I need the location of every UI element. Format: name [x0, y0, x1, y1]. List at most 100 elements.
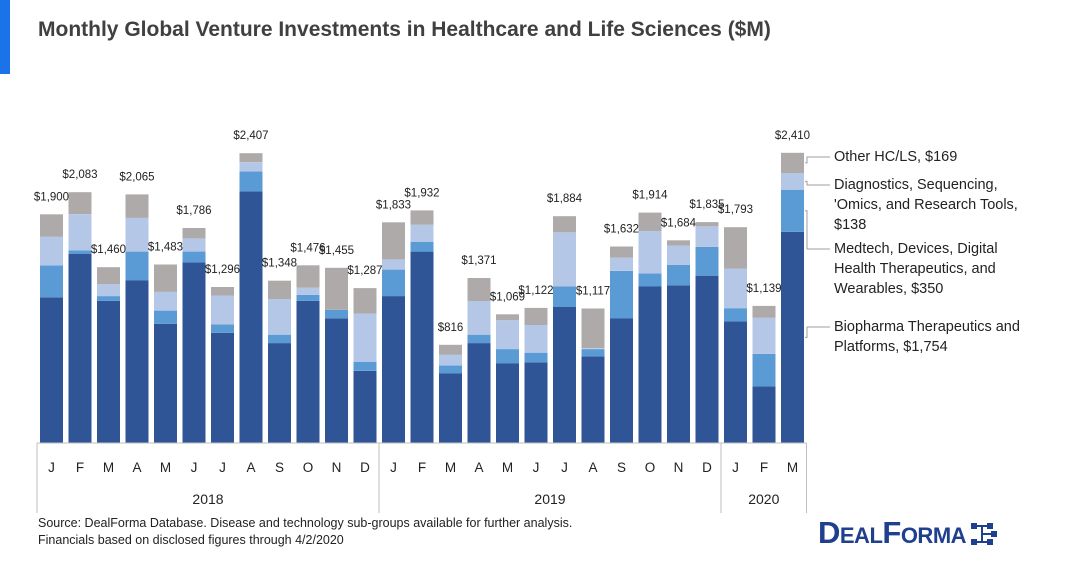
bar-2-7 — [211, 324, 234, 333]
bar-2-27 — [781, 189, 804, 232]
month-label-9: S — [275, 460, 284, 475]
bar-3-26 — [752, 317, 776, 354]
month-label-14: F — [418, 460, 426, 475]
total-label-22: $1,914 — [632, 190, 668, 202]
month-label-17: M — [502, 460, 513, 475]
bar-1-25 — [724, 321, 747, 443]
bar-1-10 — [296, 300, 320, 443]
total-label-21: $1,632 — [604, 224, 639, 236]
bar-1-27 — [781, 231, 804, 443]
legend-label-3-line-1: Medtech, Devices, Digital — [834, 241, 998, 257]
bar-4-9 — [268, 280, 291, 300]
legend-label-3-line-2: Health Therapeutics, and — [834, 261, 996, 277]
bar-1-23 — [667, 285, 690, 443]
bar-2-17 — [496, 349, 519, 364]
bar-4-5 — [154, 264, 177, 292]
bar-4-26 — [752, 305, 776, 318]
total-label-1: $1,900 — [34, 191, 69, 203]
chart-title: Monthly Global Venture Investments in He… — [38, 18, 771, 41]
bar-1-18 — [524, 362, 548, 443]
bar-2-10 — [296, 294, 320, 301]
month-label-2: F — [76, 460, 84, 475]
total-label-7: $1,296 — [205, 264, 240, 276]
bar-4-25 — [724, 227, 747, 269]
bar-1-1 — [40, 297, 63, 443]
bar-4-18 — [524, 307, 548, 325]
dealforma-logo: DealForma — [818, 515, 998, 551]
month-label-25: J — [732, 460, 739, 475]
bar-1-2 — [68, 254, 92, 443]
bar-4-8 — [239, 153, 263, 163]
bar-2-18 — [524, 352, 548, 363]
bar-1-26 — [752, 386, 776, 443]
bar-3-18 — [524, 325, 548, 353]
total-label-15: $816 — [438, 322, 464, 334]
bar-3-14 — [410, 224, 434, 242]
bar-3-7 — [211, 295, 234, 325]
bar-3-13 — [382, 259, 405, 270]
total-label-3: $1,460 — [91, 244, 126, 256]
bar-4-7 — [211, 287, 234, 296]
bar-1-14 — [410, 251, 434, 443]
total-label-8: $2,407 — [233, 130, 268, 142]
bar-2-11 — [325, 310, 348, 319]
bar-3-9 — [268, 299, 291, 335]
month-label-7: J — [219, 460, 226, 475]
bar-3-27 — [781, 173, 804, 190]
total-label-18: $1,122 — [518, 285, 553, 297]
bar-3-17 — [496, 320, 519, 350]
month-label-8: A — [246, 460, 255, 475]
bar-4-19 — [553, 216, 576, 233]
month-label-11: N — [332, 460, 342, 475]
bar-1-12 — [353, 370, 377, 443]
bar-1-13 — [382, 296, 405, 443]
bar-4-14 — [410, 210, 434, 225]
legend-label-3-line-3: Wearables, $350 — [834, 281, 943, 297]
total-label-23: $1,684 — [661, 217, 697, 229]
bar-2-6 — [182, 251, 206, 263]
month-label-15: M — [445, 460, 456, 475]
month-label-18: J — [533, 460, 540, 475]
bar-4-4 — [125, 194, 149, 218]
month-label-6: J — [191, 460, 198, 475]
bar-4-16 — [467, 278, 491, 301]
bar-4-12 — [353, 288, 377, 314]
bar-4-6 — [182, 228, 206, 239]
bar-3-5 — [154, 291, 177, 311]
bar-1-8 — [239, 191, 263, 443]
month-label-19: J — [561, 460, 568, 475]
bar-3-8 — [239, 162, 263, 172]
bar-1-17 — [496, 363, 519, 443]
total-label-9: $1,348 — [262, 258, 297, 270]
bar-3-12 — [353, 313, 377, 362]
bar-3-25 — [724, 268, 747, 309]
legend-callout-2 — [805, 180, 830, 186]
bar-3-1 — [40, 236, 63, 266]
total-label-24: $1,835 — [689, 199, 724, 211]
bar-4-13 — [382, 222, 405, 260]
total-label-10: $1,476 — [290, 242, 325, 254]
bar-1-11 — [325, 318, 348, 443]
month-label-10: O — [303, 460, 314, 475]
total-label-5: $1,483 — [148, 242, 183, 254]
legend-label-2-line-3: $138 — [834, 217, 866, 233]
legend-label-1-line-1: Other HC/LS, $169 — [834, 149, 957, 165]
bar-3-21 — [610, 257, 633, 271]
year-label-2020: 2020 — [748, 491, 779, 507]
bar-3-15 — [439, 354, 462, 366]
month-label-27: M — [787, 460, 798, 475]
bar-1-4 — [125, 280, 149, 443]
bar-4-2 — [68, 192, 92, 215]
bar-4-22 — [638, 212, 662, 232]
bar-3-16 — [467, 300, 491, 335]
bar-2-19 — [553, 286, 576, 307]
bar-2-21 — [610, 270, 633, 319]
bar-3-24 — [695, 226, 719, 247]
bar-1-19 — [553, 307, 576, 443]
total-label-6: $1,786 — [176, 205, 211, 217]
bar-2-22 — [638, 273, 662, 287]
bar-3-22 — [638, 231, 662, 274]
bar-1-21 — [610, 318, 633, 443]
bar-4-11 — [325, 267, 348, 310]
